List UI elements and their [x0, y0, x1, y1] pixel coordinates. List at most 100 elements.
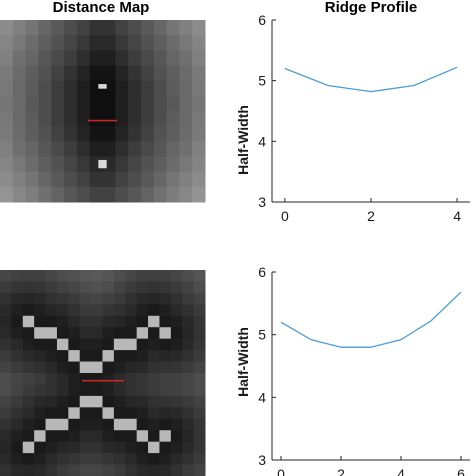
heatmap-cell [11, 441, 24, 454]
heatmap-cell [136, 350, 149, 363]
heatmap-cell [125, 407, 138, 420]
heatmap-cell [128, 126, 142, 142]
heatmap-cell [153, 20, 168, 36]
heatmap-cell [128, 111, 142, 127]
heatmap-cell [192, 156, 206, 173]
heatmap-cell [140, 186, 155, 203]
heatmap-cell [45, 384, 58, 397]
y-tick-label: 5 [258, 327, 266, 343]
heatmap-cell [128, 50, 142, 66]
heatmap-cell [91, 270, 103, 282]
heatmap-cell [102, 141, 116, 157]
heatmap-cell [102, 270, 115, 282]
ridge-profile-plot-bottom: 3 4 5 6 0 2 4 6 [258, 264, 470, 476]
heatmap-cell [89, 65, 103, 82]
heatmap-cell [25, 126, 39, 142]
heatmap-cell [170, 315, 183, 328]
heatmap-cell [91, 292, 103, 305]
heatmap-cell [22, 270, 35, 282]
heatmap-cell [159, 304, 172, 317]
heatmap-cell [34, 338, 47, 351]
heatmap-cell [64, 50, 78, 66]
heatmap-cell [79, 395, 92, 408]
heatmap-cell [25, 156, 39, 173]
heatmap-cell [192, 111, 206, 127]
heatmap-cell [56, 418, 69, 431]
heatmap-cell [0, 80, 14, 97]
heatmap-cell [91, 464, 103, 476]
heatmap-cell [12, 171, 27, 188]
heatmap-cell [34, 464, 47, 476]
heatmap-cell [11, 281, 24, 294]
heatmap-cell [45, 304, 58, 317]
heatmap-cell [0, 441, 12, 454]
heatmap-cell [79, 407, 92, 420]
heatmap-cell [136, 407, 149, 420]
heatmap-cell [64, 156, 78, 173]
heatmap-cell [136, 361, 149, 374]
heatmap-cell [166, 20, 180, 36]
heatmap-cell [45, 418, 58, 431]
heatmap-cell [125, 281, 138, 294]
heatmap-cell [34, 361, 47, 374]
heatmap-cell [11, 430, 24, 443]
heatmap-cell [45, 373, 58, 385]
heatmap-cell [34, 384, 47, 397]
heatmap-cell [12, 80, 27, 97]
heatmap-cell [125, 270, 138, 282]
heatmap-cell [56, 270, 69, 282]
heatmap-cell [182, 373, 195, 385]
heatmap-cell [79, 373, 92, 385]
heatmap-cell [182, 304, 195, 317]
heatmap-cell [34, 350, 47, 363]
heatmap-cell [113, 270, 126, 282]
heatmap-cell [38, 95, 52, 112]
heatmap-cell [51, 171, 65, 188]
heatmap-cell [192, 35, 206, 51]
heatmap-cell [0, 395, 12, 408]
heatmap-cell [182, 350, 195, 363]
heatmap-cell [0, 350, 12, 363]
bright-pixel [98, 84, 107, 89]
heatmap-cell [91, 407, 103, 420]
heatmap-cell [102, 65, 116, 82]
heatmap-cell [79, 338, 92, 351]
heatmap-cell [38, 35, 52, 51]
heatmap-cell [193, 361, 206, 374]
heatmap-cell [182, 453, 195, 466]
heatmap-cell [64, 171, 78, 188]
heatmap-cell [22, 315, 35, 328]
heatmap-cell [170, 453, 183, 466]
heatmap-cell [89, 171, 103, 188]
heatmap-cell [76, 80, 91, 97]
heatmap-cell [0, 418, 12, 431]
heatmap-cell [159, 270, 172, 282]
heatmap-cell [125, 464, 138, 476]
heatmap-cell [68, 407, 81, 420]
heatmap-cell [125, 315, 138, 328]
heatmap-cell [89, 111, 103, 127]
heatmap-cell [12, 20, 27, 36]
heatmap-cell [182, 315, 195, 328]
heatmap-cell [125, 384, 138, 397]
heatmap-cell [22, 292, 35, 305]
y-tick-label: 6 [258, 12, 266, 28]
heatmap-cell [113, 338, 126, 351]
heatmap-cell [68, 281, 81, 294]
heatmap-cell [0, 141, 14, 157]
heatmap-cell [56, 395, 69, 408]
heatmap-cell [113, 292, 126, 305]
heatmap-cell [25, 20, 39, 36]
heatmap-cell [51, 126, 65, 142]
heatmap-cell [76, 35, 91, 51]
heatmap-cell [0, 315, 12, 328]
heatmap-cell [56, 327, 69, 340]
heatmap-cell [102, 418, 115, 431]
x-tick-label: 4 [397, 466, 405, 476]
heatmap-cell [25, 65, 39, 82]
heatmap-cell [79, 464, 92, 476]
heatmap-cell [56, 350, 69, 363]
heatmap-cell [38, 111, 52, 127]
heatmap-cell [89, 50, 103, 66]
